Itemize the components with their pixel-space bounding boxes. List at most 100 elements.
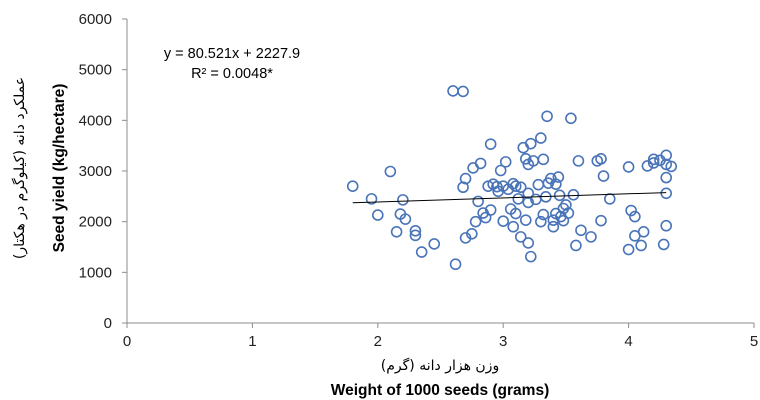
y-axis-label-english: Seed yield (kg/hectare): [51, 84, 68, 253]
data-point: [575, 224, 587, 237]
data-point: [457, 85, 469, 98]
data-point: [514, 231, 527, 243]
data-point: [474, 157, 487, 170]
data-point: [622, 161, 635, 173]
data-point: [537, 153, 550, 166]
data-point: [647, 153, 660, 166]
data-point: [449, 258, 462, 271]
axes: [122, 18, 755, 328]
data-point: [428, 238, 441, 250]
y-tick-label: 1000: [79, 264, 112, 281]
data-point: [512, 193, 525, 205]
data-points: [346, 85, 678, 271]
data-point: [660, 219, 673, 232]
data-point: [507, 220, 520, 233]
data-point: [346, 180, 359, 192]
data-point: [660, 187, 673, 200]
data-point: [397, 194, 409, 206]
data-point: [482, 180, 494, 192]
data-point: [399, 213, 412, 225]
data-point: [532, 178, 545, 191]
data-point: [562, 207, 575, 219]
y-tick-label: 0: [104, 315, 112, 332]
data-point: [390, 226, 403, 238]
data-point: [657, 238, 670, 251]
r-squared-label: R² = 0.0048*: [191, 66, 273, 82]
data-point: [550, 178, 562, 190]
data-point: [570, 239, 582, 252]
data-point: [665, 160, 678, 173]
data-point: [625, 204, 637, 217]
data-point: [514, 181, 527, 194]
y-tick-label: 2000: [79, 214, 112, 231]
data-point: [637, 226, 650, 238]
data-point: [459, 172, 472, 185]
data-point: [522, 237, 535, 249]
data-point: [409, 224, 422, 237]
data-point: [384, 165, 397, 178]
data-point: [585, 231, 597, 243]
data-point: [447, 85, 459, 97]
data-point: [560, 199, 572, 211]
data-point: [567, 189, 580, 201]
data-point: [522, 187, 535, 200]
data-point: [497, 215, 510, 227]
data-point: [595, 214, 607, 227]
data-point: [494, 164, 507, 177]
data-point: [467, 162, 479, 174]
x-axis-label-persian: وزن هزار دانه (گرم): [381, 357, 499, 374]
y-tick-label: 5000: [79, 62, 112, 79]
x-tick-label: 3: [499, 333, 507, 350]
data-point: [541, 110, 553, 123]
y-tick-label: 4000: [79, 112, 112, 129]
y-tick-label: 3000: [79, 163, 112, 180]
x-tick-label: 4: [624, 333, 632, 350]
y-tick-label: 6000: [79, 11, 112, 28]
data-point: [484, 138, 497, 150]
data-point: [524, 137, 537, 150]
data-point: [597, 170, 610, 182]
data-point: [603, 193, 616, 205]
x-tick-label: 1: [248, 333, 256, 350]
data-point: [595, 153, 607, 165]
data-point: [660, 158, 673, 171]
data-point: [484, 204, 497, 216]
data-point: [415, 246, 428, 258]
data-point: [466, 228, 478, 240]
data-point: [660, 171, 673, 184]
data-point: [469, 215, 482, 228]
data-point: [635, 239, 647, 252]
data-point: [547, 220, 560, 233]
trendline: [352, 192, 667, 204]
x-tick-label: 5: [750, 333, 758, 350]
data-point: [647, 157, 660, 169]
data-point: [409, 229, 422, 242]
x-axis-label-english: Weight of 1000 seeds (grams): [331, 382, 550, 399]
data-point: [622, 243, 635, 256]
data-point: [524, 250, 537, 263]
trendline-equation: y = 80.521x + 2227.9: [164, 46, 300, 62]
data-point: [509, 207, 522, 220]
x-tick-label: 2: [374, 333, 382, 350]
data-point: [629, 210, 641, 223]
data-point: [537, 208, 550, 221]
data-point: [519, 153, 532, 165]
data-point: [565, 112, 577, 125]
data-point: [472, 195, 484, 208]
data-point: [491, 180, 503, 193]
data-point: [660, 149, 673, 162]
data-point: [365, 193, 378, 205]
data-point: [371, 209, 384, 221]
data-point: [499, 156, 512, 168]
y-axis-label-persian: عملکرد دانه (کیلوگرم در هکتار): [11, 77, 28, 259]
trendline-group: [352, 192, 667, 204]
data-point: [552, 171, 565, 183]
data-point: [535, 215, 547, 228]
x-tick-label: 0: [123, 333, 131, 350]
data-point: [535, 132, 547, 144]
data-point: [572, 155, 585, 167]
data-point: [641, 160, 654, 172]
data-point: [519, 214, 532, 226]
tick-labels: 0 1000 2000 3000 4000 5000 6000 0 1 2 3 4 5: [79, 11, 759, 350]
